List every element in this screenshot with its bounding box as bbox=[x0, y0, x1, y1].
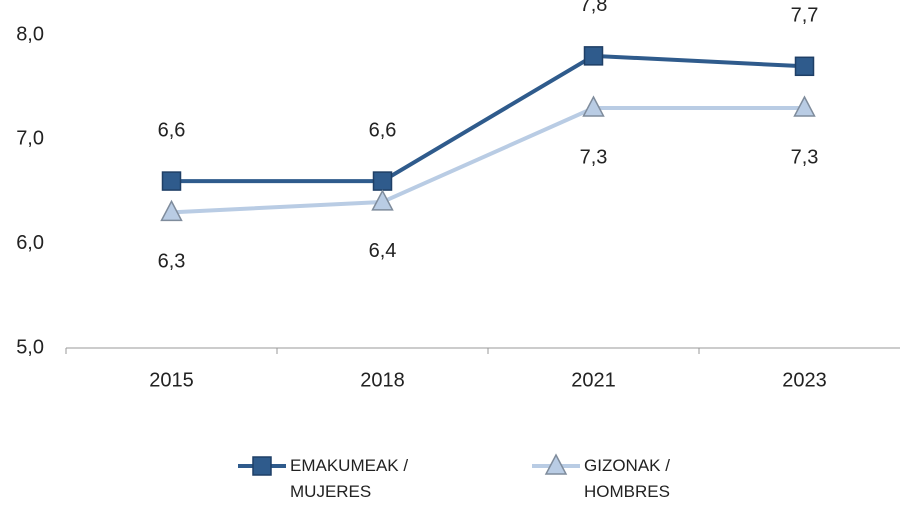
data-label: 6,4 bbox=[369, 240, 397, 262]
point bbox=[160, 199, 183, 222]
series-line bbox=[171, 106, 805, 215]
point bbox=[161, 171, 182, 191]
data-label: 6,6 bbox=[369, 119, 397, 141]
data-label: 7,3 bbox=[580, 146, 608, 168]
x-tick-label: 2018 bbox=[360, 369, 405, 391]
data-label: 7,8 bbox=[580, 0, 608, 16]
legend-label: EMAKUMEAK / MUJERES bbox=[290, 456, 409, 501]
y-tick-label: 7,0 bbox=[16, 128, 44, 150]
point bbox=[583, 46, 604, 66]
point bbox=[372, 171, 393, 191]
data-label: 6,3 bbox=[158, 251, 186, 273]
x-tick-label: 2023 bbox=[782, 369, 827, 391]
y-tick-label: 5,0 bbox=[16, 336, 44, 358]
point bbox=[794, 56, 815, 77]
x-tick-label: 2015 bbox=[149, 369, 194, 391]
data-label: 7,3 bbox=[791, 146, 819, 168]
legend-marker bbox=[252, 456, 272, 476]
x-tick-label: 2021 bbox=[571, 369, 616, 391]
data-label: 7,7 bbox=[791, 5, 819, 27]
point bbox=[371, 189, 394, 211]
legend-label: GIZONAK / HOMBRES bbox=[584, 456, 670, 501]
data-label: 6,6 bbox=[158, 119, 186, 141]
y-tick-label: 8,0 bbox=[16, 23, 44, 45]
point bbox=[793, 95, 816, 117]
legend-marker bbox=[544, 453, 568, 475]
series-line bbox=[171, 53, 805, 184]
y-tick-label: 6,0 bbox=[16, 232, 44, 254]
point bbox=[582, 95, 605, 117]
